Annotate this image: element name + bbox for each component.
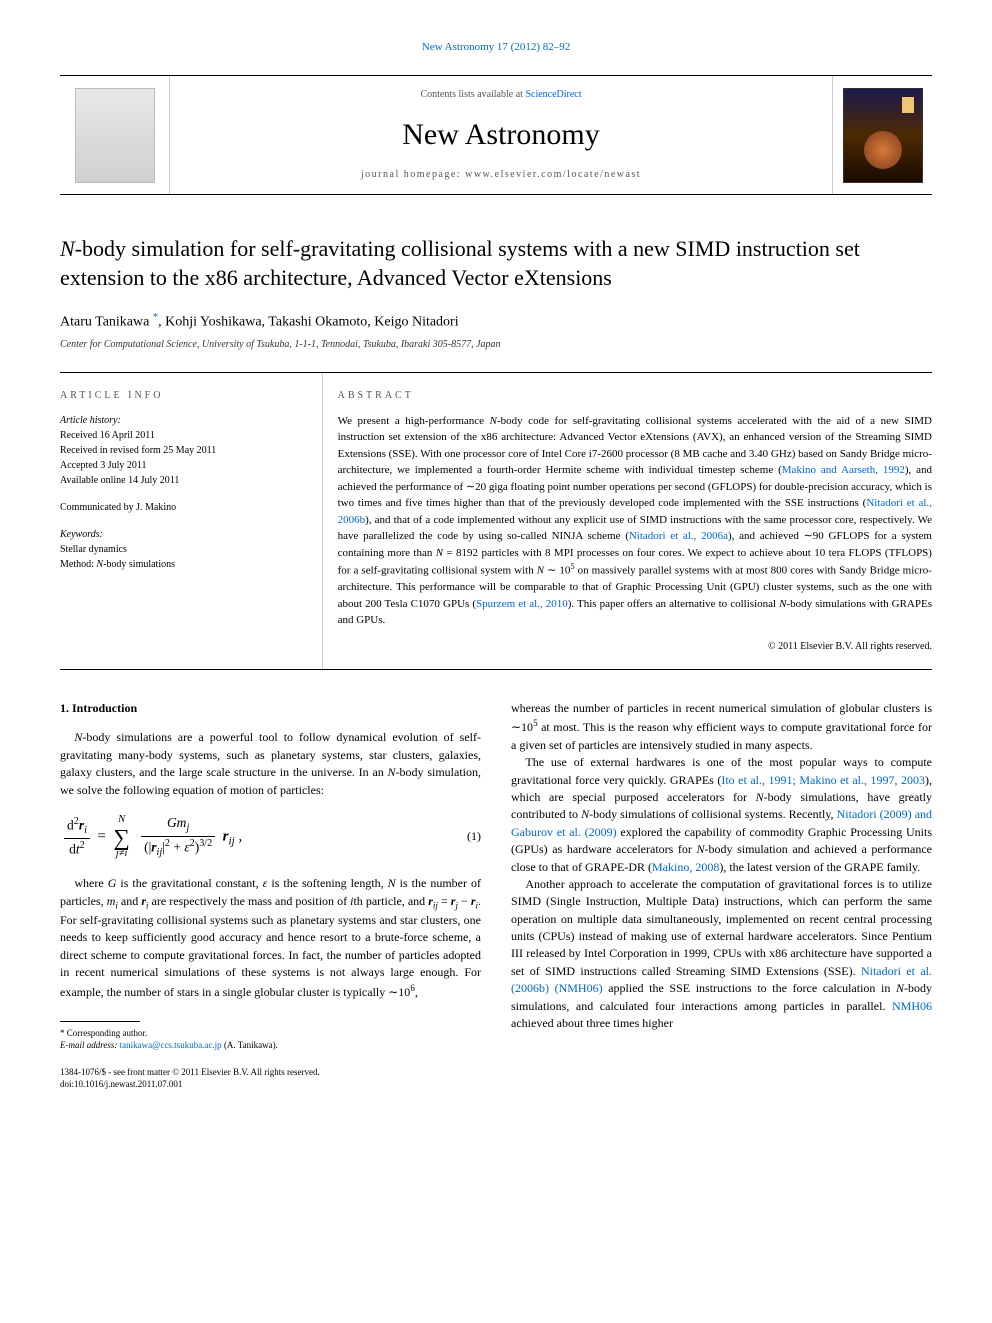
c2p2-n3: N [696, 842, 704, 856]
footnote-rule [60, 1021, 140, 1022]
masthead-center: Contents lists available at ScienceDirec… [170, 76, 832, 194]
abstract-copyright: © 2011 Elsevier B.V. All rights reserved… [338, 639, 932, 654]
c2p1-t2: at most. This is the reason why efficien… [511, 720, 932, 751]
p2-eq: = [438, 894, 451, 908]
c2p3-t2: applied the SSE instructions to the forc… [603, 981, 896, 995]
equation-1-content: d2ridt2 = N∑j≠i Gmj(|rij|2 + ε2)3/2 rij … [60, 813, 451, 861]
communicated-block: Communicated by J. Makino [60, 500, 307, 515]
p2-minus: − [458, 894, 471, 908]
c2-ref5[interactable]: NMH06 [892, 999, 932, 1013]
c2-ref3[interactable]: Makino, 2008 [652, 860, 719, 874]
abs-t7: ∼ 10 [544, 565, 570, 577]
sciencedirect-link[interactable]: ScienceDirect [525, 89, 581, 100]
abs-n3: N [537, 565, 544, 577]
keyword-1: Stellar dynamics [60, 542, 307, 557]
doi-line: doi:10.1016/j.newast.2011.07.001 [60, 1079, 481, 1091]
p2-comma: , [415, 985, 418, 999]
p2-t5: and [118, 894, 141, 908]
abstract-text: We present a high-performance N-body cod… [338, 413, 932, 629]
homepage-prefix: journal homepage: [361, 169, 465, 180]
email-footnote: E-mail address: tanikawa@ccs.tsukuba.ac.… [60, 1040, 481, 1052]
contents-lists-line: Contents lists available at ScienceDirec… [420, 88, 581, 102]
p2-t8: . For self-gravitating collisional syste… [60, 894, 481, 999]
article-info-panel: ARTICLE INFO Article history: Received 1… [60, 373, 322, 669]
abs-ref1[interactable]: Makino and Aarseth, 1992 [782, 464, 905, 476]
p2-t6: are respectively the mass and position o… [149, 894, 351, 908]
front-matter-line: 1384-1076/$ - see front matter © 2011 El… [60, 1067, 481, 1079]
section-1-heading: 1. Introduction [60, 700, 481, 717]
abs-n1: N [490, 415, 497, 427]
c2p2-t4: -body simulations of collisional systems… [589, 807, 837, 821]
abs-t9: ). This paper offers an alternative to c… [568, 598, 779, 610]
c2p2-n1: N [756, 790, 764, 804]
abstract-heading: ABSTRACT [338, 388, 932, 403]
abs-ref4[interactable]: Spurzem et al., 2010 [476, 598, 568, 610]
intro-p1: N-body simulations are a powerful tool t… [60, 729, 481, 799]
elsevier-tree-icon [75, 88, 155, 183]
history-label: Article history: [60, 413, 307, 428]
history-received: Received 16 April 2011 [60, 428, 307, 443]
email-who: (A. Tanikawa). [222, 1040, 278, 1050]
doi-block: 1384-1076/$ - see front matter © 2011 El… [60, 1067, 481, 1090]
abstract-panel: ABSTRACT We present a high-performance N… [322, 373, 932, 669]
affiliation: Center for Computational Science, Univer… [60, 338, 932, 352]
equation-1: d2ridt2 = N∑j≠i Gmj(|rij|2 + ε2)3/2 rij … [60, 813, 481, 861]
abs-n2: N [436, 547, 443, 559]
c2p3-n1: N [896, 981, 904, 995]
c2p2-t7: ), the latest version of the GRAPE famil… [719, 860, 920, 874]
meta-row: ARTICLE INFO Article history: Received 1… [60, 372, 932, 670]
p2-N: N [388, 876, 396, 890]
homepage-line: journal homepage: www.elsevier.com/locat… [361, 168, 641, 182]
c2p2-n2: N [581, 807, 589, 821]
keyword-2: Method: N-body simulations [60, 557, 307, 572]
p1-n2: N [388, 765, 396, 779]
c2p3-t1: Another approach to accelerate the compu… [511, 877, 932, 978]
corr-author-footnote: * Corresponding author. [60, 1028, 481, 1040]
body-columns: 1. Introduction N-body simulations are a… [60, 700, 932, 1091]
cover-thumb-cell [832, 76, 932, 194]
c2p3-t4: achieved about three times higher [511, 1016, 673, 1030]
p2-t2: is the gravitational constant, [116, 876, 262, 890]
title-line1: -body simulation for self-gravitating co… [60, 236, 860, 290]
authors-rest: , Kohji Yoshikawa, Takashi Okamoto, Keig… [158, 314, 459, 329]
contents-prefix: Contents lists available at [420, 89, 525, 100]
body-col-left: 1. Introduction N-body simulations are a… [60, 700, 481, 1091]
author-corresponding: Ataru Tanikawa [60, 314, 149, 329]
journal-cover-icon [843, 88, 923, 183]
email-link[interactable]: tanikawa@ccs.tsukuba.ac.jp [120, 1040, 222, 1050]
p2-t1: where [74, 876, 107, 890]
history-online: Available online 14 July 2011 [60, 473, 307, 488]
masthead: Contents lists available at ScienceDirec… [60, 75, 932, 195]
keywords-label: Keywords: [60, 527, 307, 542]
article-info-heading: ARTICLE INFO [60, 388, 307, 403]
keywords-block: Keywords: Stellar dynamics Method: N-bod… [60, 527, 307, 572]
abs-ref3[interactable]: Nitadori et al., 2006a [629, 530, 728, 542]
history-accepted: Accepted 3 July 2011 [60, 458, 307, 473]
body-col-right: whereas the number of particles in recen… [511, 700, 932, 1091]
col2-p1: whereas the number of particles in recen… [511, 700, 932, 754]
col2-p2: The use of external hardwares is one of … [511, 754, 932, 876]
authors-line: Ataru Tanikawa *, Kohji Yoshikawa, Takas… [60, 311, 932, 332]
publisher-logo-cell [60, 76, 170, 194]
col2-p3: Another approach to accelerate the compu… [511, 876, 932, 1033]
c2-ref1[interactable]: Ito et al., 1991; Makino et al., 1997, 2… [721, 773, 925, 787]
homepage-url[interactable]: www.elsevier.com/locate/newast [465, 169, 641, 180]
title-line1-n: N [60, 236, 75, 261]
journal-name: New Astronomy [402, 114, 600, 156]
email-label: E-mail address: [60, 1040, 120, 1050]
intro-p2: where G is the gravitational constant, ε… [60, 875, 481, 1001]
article-title: N-body simulation for self-gravitating c… [60, 235, 932, 292]
article-history-block: Article history: Received 16 April 2011 … [60, 413, 307, 488]
p2-t3: is the softening length, [267, 876, 387, 890]
history-revised: Received in revised form 25 May 2011 [60, 443, 307, 458]
p2-t7: th particle, and [353, 894, 428, 908]
abs-t1: We present a high-performance [338, 415, 490, 427]
equation-1-number: (1) [451, 828, 481, 845]
header-citation: New Astronomy 17 (2012) 82–92 [60, 40, 932, 55]
